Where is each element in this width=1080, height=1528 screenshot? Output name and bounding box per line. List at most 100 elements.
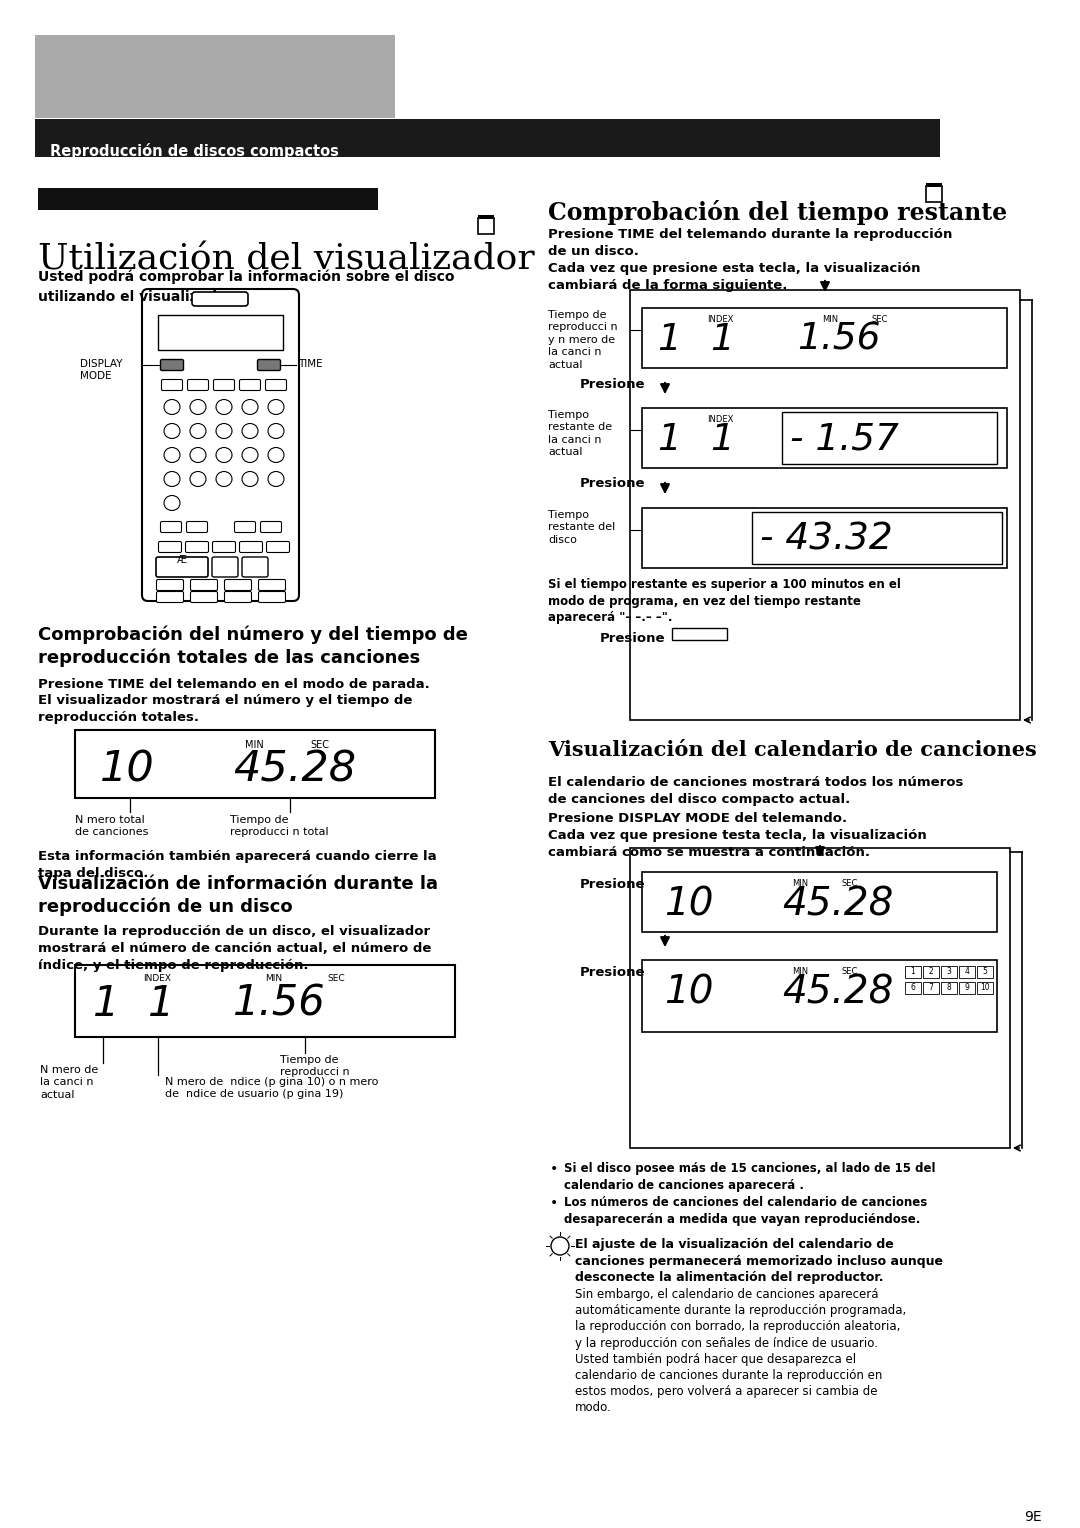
Bar: [923, 966, 939, 978]
Bar: [977, 966, 993, 978]
Bar: [926, 183, 942, 186]
Text: 45.28: 45.28: [782, 885, 893, 923]
Ellipse shape: [164, 472, 180, 486]
Bar: [642, 960, 997, 1031]
FancyBboxPatch shape: [225, 591, 252, 602]
Bar: [642, 408, 1007, 468]
Text: Durante la reproducción de un disco, el visualizador
mostrará el número de canci: Durante la reproducción de un disco, el …: [38, 924, 431, 972]
Text: El calendario de canciones mostrará todos los números
de canciones del disco com: El calendario de canciones mostrará todo…: [548, 776, 963, 805]
FancyBboxPatch shape: [141, 289, 299, 601]
Bar: [905, 983, 921, 995]
FancyBboxPatch shape: [266, 379, 286, 391]
Text: Los números de canciones del calendario de canciones
desaparecerán a medida que : Los números de canciones del calendario …: [564, 1196, 928, 1225]
FancyBboxPatch shape: [190, 591, 217, 602]
Text: 10: 10: [100, 749, 154, 790]
Text: Tiempo de
reproducci n
y n mero de
la canci n
actual: Tiempo de reproducci n y n mero de la ca…: [548, 310, 618, 370]
Text: MIN: MIN: [800, 515, 816, 524]
Bar: [782, 413, 997, 465]
FancyBboxPatch shape: [188, 379, 208, 391]
Text: 4: 4: [964, 967, 970, 976]
Text: 45.28: 45.28: [782, 973, 893, 1012]
Text: Comprobación del tiempo restante: Comprobación del tiempo restante: [548, 200, 1008, 225]
Ellipse shape: [268, 423, 284, 439]
Text: 3: 3: [946, 967, 951, 976]
Text: 2: 2: [929, 967, 933, 976]
Text: SEC: SEC: [850, 515, 866, 524]
Text: 9E: 9E: [1024, 1510, 1042, 1523]
FancyBboxPatch shape: [267, 541, 289, 553]
Bar: [959, 983, 975, 995]
Text: Tiempo
restante de
la canci n
actual: Tiempo restante de la canci n actual: [548, 410, 612, 457]
Text: Visualización del calendario de canciones: Visualización del calendario de cancione…: [548, 740, 1037, 759]
Text: MIN: MIN: [792, 879, 808, 888]
Text: N mero de
la canci n
actual: N mero de la canci n actual: [40, 1065, 98, 1100]
Bar: [941, 966, 957, 978]
FancyBboxPatch shape: [192, 292, 248, 306]
Bar: [977, 983, 993, 995]
Text: Tiempo
restante del
disco: Tiempo restante del disco: [548, 510, 616, 545]
Text: SEC: SEC: [872, 315, 889, 324]
Bar: [478, 219, 494, 234]
Text: 1: 1: [910, 967, 916, 976]
Text: N mero total
de canciones: N mero total de canciones: [75, 814, 148, 837]
FancyBboxPatch shape: [240, 541, 262, 553]
Bar: [642, 507, 1007, 568]
Text: Esta información también aparecerá cuando cierre la
tapa del disco.: Esta información también aparecerá cuand…: [38, 850, 436, 880]
Text: •: •: [550, 1196, 558, 1210]
Text: Comprobación del número y del tiempo de
reproducción totales de las canciones: Comprobación del número y del tiempo de …: [38, 626, 468, 668]
Text: 9: 9: [964, 984, 970, 993]
FancyBboxPatch shape: [162, 379, 183, 391]
Text: Utilización del visualizador: Utilización del visualizador: [38, 243, 535, 277]
Ellipse shape: [190, 423, 206, 439]
Ellipse shape: [242, 399, 258, 414]
FancyBboxPatch shape: [225, 579, 252, 590]
FancyBboxPatch shape: [161, 521, 181, 532]
Text: SEC: SEC: [842, 967, 859, 976]
FancyBboxPatch shape: [214, 379, 234, 391]
Bar: [959, 966, 975, 978]
Ellipse shape: [190, 448, 206, 463]
Text: 1: 1: [710, 422, 734, 458]
Text: Presione DISPLAY MODE del telemando.
Cada vez que presione testa tecla, la visua: Presione DISPLAY MODE del telemando. Cad…: [548, 811, 927, 859]
Text: MIN: MIN: [245, 740, 264, 750]
Text: TIME: TIME: [298, 359, 323, 368]
Text: N mero de  ndice (p gina 10) o n mero
de  ndice de usuario (p gina 19): N mero de ndice (p gina 10) o n mero de …: [165, 1077, 378, 1100]
Ellipse shape: [242, 472, 258, 486]
Text: Cada vez que presione esta tecla, la visualización
cambiará de la forma siguient: Cada vez que presione esta tecla, la vis…: [548, 261, 920, 292]
FancyBboxPatch shape: [157, 579, 184, 590]
FancyBboxPatch shape: [258, 591, 285, 602]
Text: MIN: MIN: [822, 416, 838, 423]
FancyBboxPatch shape: [156, 558, 208, 578]
Text: 10: 10: [664, 885, 714, 923]
Text: 45.28: 45.28: [233, 749, 356, 790]
Ellipse shape: [216, 399, 232, 414]
Text: - 1.57: - 1.57: [789, 422, 899, 458]
Text: MODE: MODE: [80, 371, 111, 380]
Text: Presione: Presione: [600, 633, 665, 645]
Text: SEC: SEC: [842, 879, 859, 888]
FancyBboxPatch shape: [260, 521, 282, 532]
Text: Visualización de información durante la
reproducción de un disco: Visualización de información durante la …: [38, 876, 438, 915]
Text: Presione: Presione: [580, 377, 646, 391]
Ellipse shape: [268, 448, 284, 463]
Bar: [158, 315, 283, 350]
FancyBboxPatch shape: [234, 521, 256, 532]
Bar: [478, 215, 494, 219]
Text: 1: 1: [657, 422, 680, 458]
Text: Presione: Presione: [580, 477, 646, 490]
Bar: [35, 35, 395, 118]
FancyBboxPatch shape: [190, 579, 217, 590]
Bar: [926, 186, 942, 202]
Ellipse shape: [242, 448, 258, 463]
Bar: [941, 983, 957, 995]
Bar: [642, 872, 997, 932]
Text: 1: 1: [93, 983, 120, 1025]
Text: 1.56: 1.56: [233, 983, 326, 1025]
Text: SEC: SEC: [327, 973, 345, 983]
FancyBboxPatch shape: [257, 359, 281, 370]
Text: 1: 1: [657, 322, 680, 358]
Ellipse shape: [216, 423, 232, 439]
Text: INDEX: INDEX: [707, 315, 733, 324]
Ellipse shape: [190, 472, 206, 486]
Bar: [923, 983, 939, 995]
